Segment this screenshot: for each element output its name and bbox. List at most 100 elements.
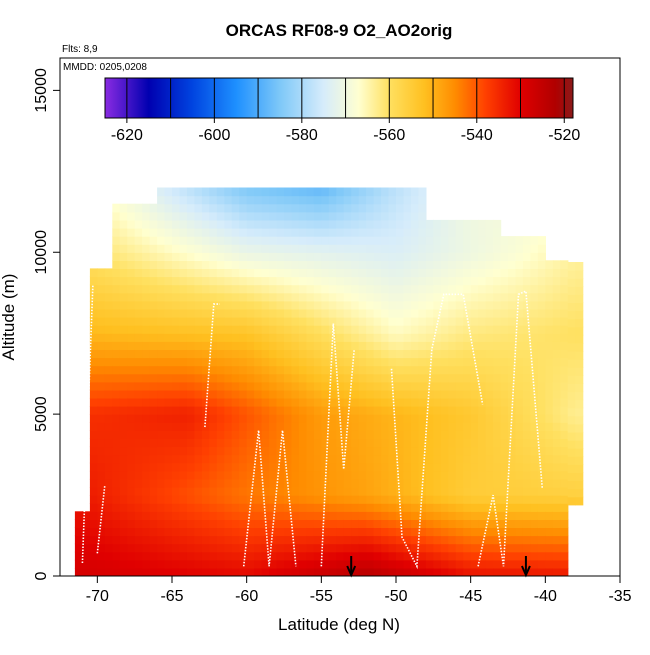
heatmap-cell (172, 357, 181, 367)
heatmap-cell (104, 397, 113, 407)
heatmap-cell (515, 284, 524, 294)
heatmap-cell (291, 236, 300, 245)
heatmap-cell (545, 422, 554, 431)
heatmap-cell (575, 302, 584, 312)
heatmap-cell (567, 342, 576, 352)
heatmap-cell (127, 422, 136, 431)
heatmap-cell (440, 317, 449, 326)
heatmap-cell (508, 414, 517, 423)
heatmap-cell (433, 454, 442, 464)
heatmap-cell (455, 422, 464, 431)
heatmap-cell (261, 195, 270, 205)
heatmap-cell (104, 333, 113, 342)
heatmap-cell (74, 543, 83, 553)
heatmap-cell (119, 406, 128, 415)
heatmap-cell (552, 260, 561, 269)
heatmap-cell (119, 317, 128, 326)
heatmap-cell (373, 454, 382, 464)
heatmap-cell (186, 543, 195, 553)
heatmap-cell (164, 292, 173, 302)
heatmap-cell (112, 381, 121, 391)
heatmap-cell (134, 219, 143, 229)
heatmap-cell (418, 478, 427, 488)
heatmap-cell (284, 527, 293, 537)
heatmap-cell (261, 414, 270, 423)
heatmap-cell (179, 284, 188, 294)
heatmap-cell (104, 567, 113, 576)
heatmap-cell (537, 527, 546, 537)
heatmap-cell (358, 422, 367, 431)
heatmap-cell (119, 389, 128, 399)
heatmap-cell (216, 211, 225, 221)
heatmap-cell (142, 406, 151, 415)
heatmap-cell (567, 262, 576, 271)
heatmap-cell (284, 559, 293, 569)
heatmap-cell (224, 454, 233, 464)
heatmap-cell (373, 195, 382, 205)
heatmap-cell (448, 430, 457, 439)
heatmap-cell (216, 219, 225, 229)
heatmap-cell (493, 422, 502, 431)
heatmap-cell (410, 511, 419, 520)
heatmap-cell (388, 333, 397, 342)
heatmap-cell (134, 422, 143, 431)
heatmap-cell (216, 551, 225, 561)
heatmap-cell (328, 535, 337, 545)
heatmap-cell (284, 317, 293, 326)
heatmap-cell (328, 487, 337, 496)
heatmap-cell (343, 236, 352, 245)
heatmap-cell (97, 470, 106, 480)
heatmap-cell (298, 325, 307, 334)
heatmap-cell (552, 381, 561, 391)
heatmap-cell (388, 260, 397, 269)
heatmap-cell (500, 373, 509, 383)
heatmap-cell (388, 317, 397, 326)
heatmap-cell (239, 308, 248, 318)
heatmap-cell (478, 308, 487, 318)
heatmap-cell (403, 446, 412, 456)
heatmap-cell (261, 397, 270, 407)
heatmap-cell (194, 187, 203, 197)
heatmap-cell (410, 365, 419, 375)
heatmap-cell (142, 567, 151, 576)
heatmap-cell (254, 236, 263, 245)
heatmap-cell (216, 527, 225, 537)
heatmap-cell (254, 454, 263, 464)
heatmap-cell (164, 559, 173, 569)
heatmap-cell (440, 300, 449, 310)
heatmap-cell (186, 527, 195, 537)
heatmap-cell (418, 535, 427, 545)
heatmap-cell (470, 511, 479, 520)
heatmap-cell (276, 462, 285, 472)
heatmap-cell (485, 244, 494, 253)
heatmap-cell (112, 349, 121, 359)
heatmap-cell (560, 487, 569, 496)
heatmap-cell (470, 260, 479, 269)
heatmap-cell (291, 349, 300, 359)
heatmap-cell (575, 399, 584, 409)
heatmap-cell (448, 446, 457, 456)
heatmap-cell (470, 252, 479, 261)
heatmap-cell (366, 559, 375, 569)
heatmap-cell (343, 276, 352, 286)
heatmap-cell (328, 284, 337, 294)
heatmap-cell (448, 438, 457, 448)
heatmap-cell (455, 300, 464, 310)
heatmap-cell (142, 446, 151, 456)
heatmap-cell (149, 357, 158, 367)
heatmap-cell (97, 365, 106, 375)
heatmap-cell (254, 187, 263, 197)
heatmap-cell (224, 195, 233, 205)
heatmap-cell (440, 454, 449, 464)
heatmap-cell (567, 407, 576, 417)
heatmap-cell (560, 308, 569, 318)
heatmap-cell (269, 487, 278, 496)
heatmap-cell (261, 535, 270, 545)
heatmap-cell (179, 325, 188, 334)
heatmap-cell (321, 284, 330, 294)
heatmap-cell (508, 349, 517, 359)
heatmap-cell (455, 284, 464, 294)
heatmap-cell (149, 495, 158, 504)
heatmap-cell (463, 487, 472, 496)
heatmap-cell (306, 276, 315, 286)
